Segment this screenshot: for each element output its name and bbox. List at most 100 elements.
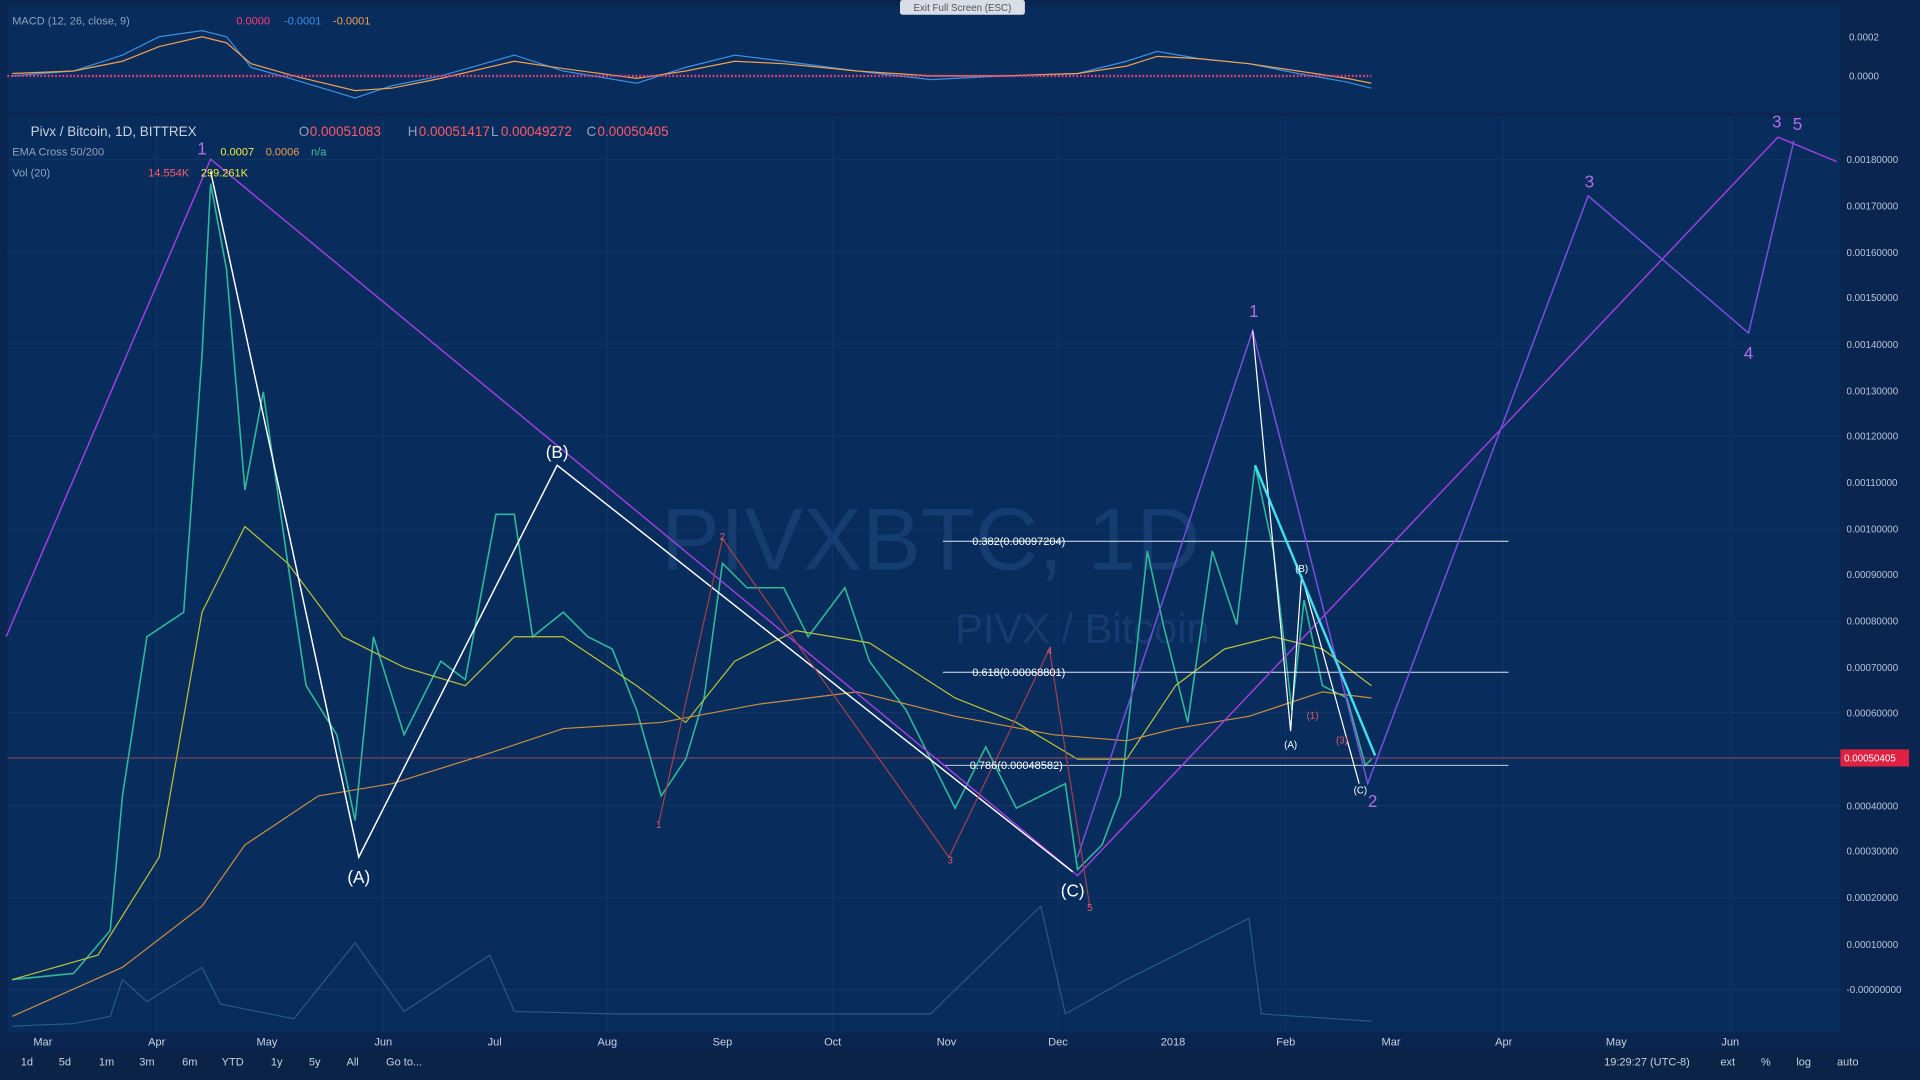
- macd-name: MACD (12, 26, close, 9): [12, 15, 130, 27]
- time-scale-label: Mar: [33, 1037, 52, 1049]
- price-scale: 0.00180000 0.00170000 0.00160000 0.00150000…: [1847, 155, 1902, 996]
- time-scale-label: May: [1606, 1037, 1627, 1049]
- time-scale-label: Dec: [1048, 1037, 1068, 1049]
- macd-value: -0.0001: [333, 15, 370, 27]
- range-button[interactable]: 6m: [182, 1056, 197, 1068]
- range-button[interactable]: 1y: [271, 1056, 283, 1068]
- ohlc-label: H: [408, 124, 418, 139]
- time-scale-label: Nov: [937, 1037, 957, 1049]
- price-scale-label: 0.00080000: [1847, 616, 1899, 627]
- range-button[interactable]: 1m: [99, 1056, 114, 1068]
- macd-pane: [7, 6, 1841, 113]
- ohlc-label: L: [491, 124, 499, 139]
- time-scale-label: Jun: [1721, 1037, 1739, 1049]
- wave-label: (A): [1284, 740, 1297, 751]
- range-button[interactable]: All: [347, 1056, 359, 1068]
- time-scale-label: Jun: [374, 1037, 392, 1049]
- macd-scale-label: 0.0002: [1849, 32, 1879, 43]
- wave-label: 4: [1047, 646, 1053, 657]
- price-scale-label: 0.00060000: [1847, 708, 1899, 719]
- ema-value: n/a: [311, 147, 327, 159]
- toolbar-buttons: 1d 5d 1m 3m 6m YTD 1y 5y All ext% log auto: [21, 1056, 1859, 1068]
- wave-label: 1: [197, 138, 207, 158]
- range-button[interactable]: 3m: [139, 1056, 154, 1068]
- range-button[interactable]: 5y: [309, 1056, 321, 1068]
- fib-label: 0.382(0.00097204): [972, 536, 1065, 548]
- toolbar: [0, 1050, 1920, 1080]
- price-scale-label: 0.00040000: [1847, 801, 1899, 812]
- scale-option[interactable]: auto: [1837, 1056, 1858, 1068]
- price-scale-label: 0.00020000: [1847, 893, 1899, 904]
- price-scale-label: 0.00140000: [1847, 340, 1899, 351]
- wave-label: 3: [1772, 111, 1782, 131]
- ohlc-value: 0.00049272: [501, 124, 572, 139]
- wave-label: 5: [1793, 114, 1803, 134]
- main-pane: [7, 116, 1841, 1033]
- wave-label: 4: [1744, 343, 1754, 363]
- grid: [7, 116, 1841, 1033]
- ema-value: 0.0007: [220, 147, 254, 159]
- goto-button[interactable]: Go to...: [386, 1056, 422, 1068]
- macd-value: -0.0001: [284, 15, 321, 27]
- wave-label: 1: [1249, 301, 1259, 321]
- wave-label: (C): [1354, 785, 1368, 796]
- ohlc-label: C: [587, 124, 597, 139]
- ohlc-label: O: [299, 124, 309, 139]
- wave-label: (C): [1061, 880, 1085, 900]
- wave-label: 2: [1368, 791, 1378, 811]
- time-scale-label: Oct: [824, 1037, 841, 1049]
- price-scale-label: 0.00070000: [1847, 663, 1899, 674]
- time-scale-label: Feb: [1276, 1037, 1295, 1049]
- macd-value: 0.0000: [236, 15, 270, 27]
- price-scale-label: 0.00170000: [1847, 201, 1899, 212]
- ohlc-value: 0.00051083: [310, 124, 381, 139]
- clock: 19:29:27 (UTC-8): [1604, 1056, 1690, 1068]
- price-plot: [5, 136, 1841, 1027]
- price-scale-label: 0.00090000: [1847, 570, 1899, 581]
- price-scale-label: 0.00130000: [1847, 386, 1899, 397]
- wave-label: (A): [347, 867, 370, 887]
- ema-value: 0.0006: [266, 147, 300, 159]
- time-scale-label: Jul: [488, 1037, 502, 1049]
- fib-label: 0.618(0.00068801): [972, 667, 1065, 679]
- price-scale-label: 0.00180000: [1847, 155, 1899, 166]
- price-scale-label: 0.00030000: [1847, 847, 1899, 858]
- price-scale-label: 0.00010000: [1847, 940, 1899, 951]
- time-scale: Mar Apr May Jun Jul Aug Sep Oct Nov Dec 2018 Feb Mar…: [33, 1037, 1739, 1049]
- price-scale-label: 0.00110000: [1847, 478, 1899, 489]
- scale-option[interactable]: log: [1796, 1056, 1811, 1068]
- wave-label: (3): [1336, 735, 1348, 746]
- price-scale-label: -0.00000000: [1847, 985, 1902, 996]
- macd-plot: [7, 29, 1372, 99]
- wave-label: (B): [1295, 564, 1308, 575]
- last-price: 0.00050405: [1844, 754, 1896, 765]
- range-button[interactable]: YTD: [222, 1056, 244, 1068]
- time-scale-label: Apr: [148, 1037, 165, 1049]
- vol-value: 299.261K: [201, 167, 249, 179]
- wave-label: 5: [1087, 903, 1093, 914]
- scale-option[interactable]: ext: [1720, 1056, 1735, 1068]
- last-price-box: [1840, 749, 1909, 767]
- time-scale-label: May: [257, 1037, 278, 1049]
- vol-value: 14.554K: [148, 167, 190, 179]
- time-scale-label: Mar: [1382, 1037, 1401, 1049]
- price-scale-label: 0.00150000: [1847, 293, 1899, 304]
- wave-label: (B): [546, 442, 569, 462]
- exit-fullscreen-button[interactable]: [900, 0, 1025, 15]
- time-scale-label: Sep: [713, 1037, 733, 1049]
- price-scale-label: 0.00100000: [1847, 525, 1899, 536]
- time-scale-label: Apr: [1495, 1037, 1512, 1049]
- ohlc-value: 0.00051417: [419, 124, 490, 139]
- ohlc-value: 0.00050405: [598, 124, 669, 139]
- ema-legend: EMA Cross 50/200: [12, 147, 104, 159]
- range-button[interactable]: 1d: [21, 1056, 33, 1068]
- range-button[interactable]: 5d: [59, 1056, 71, 1068]
- wave-label: 2: [720, 532, 725, 543]
- vol-legend: Vol (20): [12, 167, 50, 179]
- fib-label: 0.786(0.00048582): [970, 760, 1063, 772]
- scale-option[interactable]: %: [1761, 1056, 1771, 1068]
- wave-label: 1: [656, 820, 661, 831]
- watermark: PIVXBTC, 1D: [661, 489, 1200, 588]
